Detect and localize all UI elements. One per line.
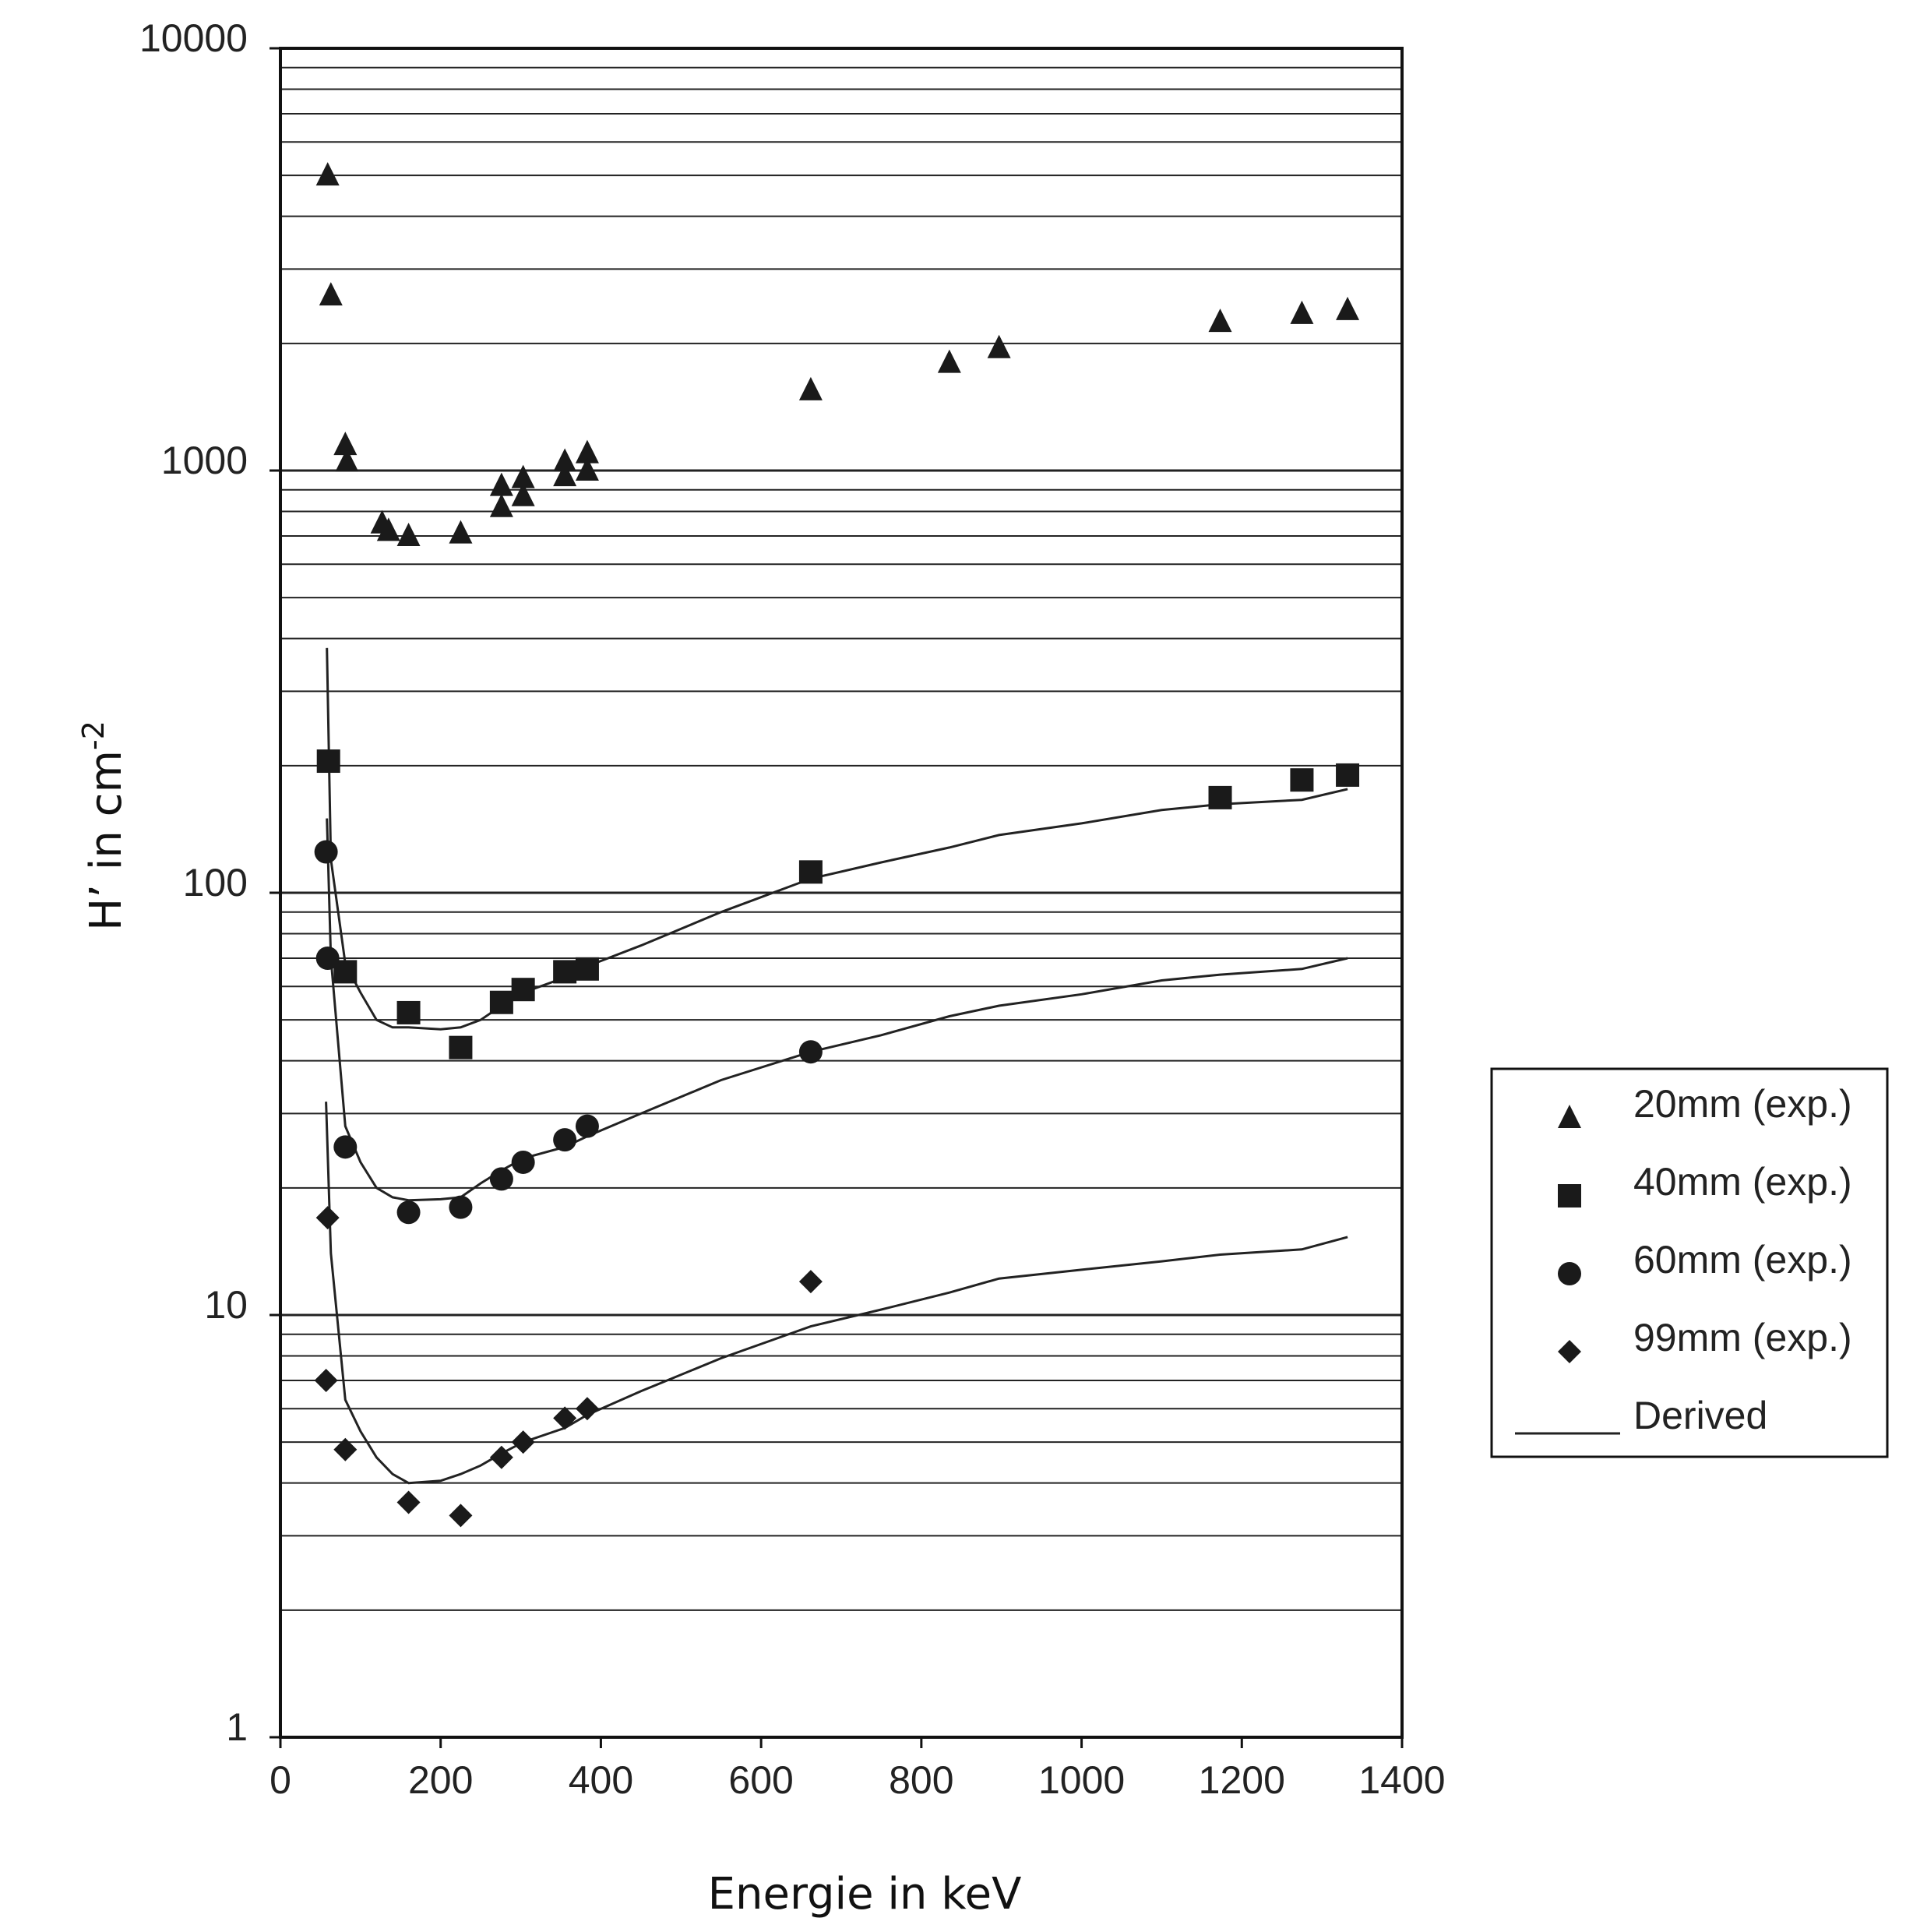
- derived-curve: [326, 647, 1348, 1031]
- data-point-triangle: [511, 482, 535, 506]
- data-point-triangle: [319, 282, 343, 306]
- derived-curves: [325, 647, 1348, 1485]
- data-point-square: [1336, 763, 1360, 787]
- y-axis-title: H’ in cm-2: [76, 721, 132, 931]
- data-point-square: [316, 749, 340, 774]
- data-point-square: [1290, 768, 1314, 792]
- legend-marker-diamond: [1558, 1340, 1581, 1363]
- data-point-circle: [489, 1167, 513, 1191]
- data-point-square: [1208, 785, 1232, 809]
- data-point-square: [489, 990, 513, 1014]
- data-point-triangle: [511, 464, 535, 488]
- data-point-triangle: [553, 448, 577, 472]
- data-point-square: [396, 1000, 421, 1024]
- x-tick-label: 600: [728, 1758, 793, 1802]
- derived-curve: [326, 818, 1348, 1202]
- legend-label: 20mm (exp.): [1633, 1082, 1852, 1126]
- x-axis-ticks: 0 200 400 600 800 1000 1200 1400: [270, 1737, 1446, 1802]
- data-point-diamond: [553, 1406, 577, 1430]
- y-tick-label: 10000: [139, 16, 248, 60]
- data-point-square: [449, 1035, 473, 1059]
- data-point-diamond: [449, 1504, 473, 1528]
- data-point-triangle: [449, 520, 473, 544]
- derived-curve: [325, 1102, 1348, 1485]
- data-point-circle: [511, 1150, 535, 1174]
- data-point-square: [553, 960, 577, 984]
- legend-label: 60mm (exp.): [1633, 1238, 1852, 1282]
- x-tick-label: 1200: [1199, 1758, 1285, 1802]
- data-point-triangle: [489, 493, 513, 517]
- data-point-triangle: [1336, 296, 1360, 320]
- y-tick-label: 1: [226, 1705, 248, 1749]
- data-points: [314, 162, 1360, 1528]
- y-tick-label: 100: [183, 861, 248, 904]
- data-point-circle: [314, 840, 338, 864]
- data-point-diamond: [315, 1206, 340, 1230]
- x-tick-label: 1000: [1038, 1758, 1125, 1802]
- legend-marker-circle: [1558, 1262, 1581, 1285]
- x-tick-label: 400: [569, 1758, 633, 1802]
- x-tick-label: 1400: [1358, 1758, 1445, 1802]
- data-point-square: [575, 957, 599, 981]
- data-point-diamond: [511, 1430, 535, 1454]
- data-point-triangle: [553, 463, 577, 487]
- legend-label: 40mm (exp.): [1633, 1160, 1852, 1204]
- data-point-circle: [449, 1195, 473, 1219]
- data-point-triangle: [798, 376, 823, 400]
- data-point-triangle: [489, 472, 513, 496]
- data-point-diamond: [798, 1270, 823, 1294]
- legend-label: Derived: [1633, 1394, 1767, 1437]
- x-axis-title: Energie in keV: [708, 1869, 1022, 1920]
- gridlines: [280, 47, 1402, 1739]
- data-point-triangle: [987, 334, 1011, 358]
- legend: 20mm (exp.) 40mm (exp.) 60mm (exp.) 99mm (e…: [1490, 1067, 1889, 1458]
- data-point-triangle: [1290, 300, 1314, 324]
- data-point-circle: [315, 946, 340, 970]
- data-point-triangle: [335, 448, 359, 472]
- data-point-triangle: [575, 439, 599, 464]
- y-tick-label: 10: [204, 1283, 248, 1327]
- data-point-triangle: [376, 517, 400, 541]
- data-point-triangle: [575, 457, 599, 481]
- y-axis-title-main: H’ in cm: [81, 750, 132, 931]
- legend-frame: [1490, 1067, 1889, 1458]
- legend-marker-square: [1558, 1184, 1581, 1208]
- data-point-triangle: [396, 522, 421, 546]
- x-tick-label: 800: [889, 1758, 953, 1802]
- y-tick-label: 1000: [161, 439, 248, 482]
- legend-marker-triangle: [1558, 1105, 1581, 1128]
- data-point-triangle: [1208, 308, 1232, 333]
- data-point-circle: [798, 1040, 823, 1064]
- data-point-square: [511, 978, 535, 1002]
- data-point-diamond: [314, 1368, 338, 1392]
- data-point-circle: [333, 1135, 358, 1159]
- data-point-diamond: [396, 1490, 421, 1514]
- data-point-triangle: [333, 432, 358, 456]
- y-axis-title-superscript: -2: [76, 721, 111, 750]
- legend-label: 99mm (exp.): [1633, 1316, 1852, 1359]
- data-point-diamond: [333, 1437, 358, 1461]
- x-tick-label: 0: [270, 1758, 291, 1802]
- data-point-circle: [553, 1128, 577, 1152]
- data-point-diamond: [489, 1445, 513, 1469]
- data-point-circle: [575, 1114, 599, 1138]
- data-point-triangle: [315, 162, 340, 186]
- data-point-square: [798, 860, 823, 884]
- data-point-triangle: [937, 349, 961, 373]
- y-axis-ticks: 1 10 100 1000 10000: [139, 16, 280, 1749]
- data-point-circle: [396, 1200, 421, 1225]
- x-tick-label: 200: [408, 1758, 473, 1802]
- data-point-diamond: [575, 1397, 599, 1421]
